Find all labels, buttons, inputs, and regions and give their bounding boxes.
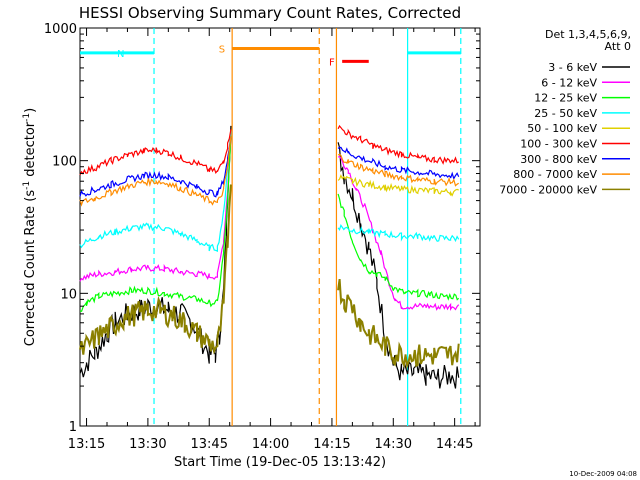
legend-label: 300 - 800 keV bbox=[520, 153, 597, 166]
legend: Det 1,3,4,5,6,9, Att 0 3 - 6 keV 6 - 12 k… bbox=[499, 28, 631, 196]
y-tick-label: 10 bbox=[60, 287, 77, 302]
legend-label: 7000 - 20000 keV bbox=[499, 183, 597, 196]
ylabel-sup-1: -1 bbox=[22, 181, 32, 190]
x-axis-label: Start Time (19-Dec-05 13:13:42) bbox=[174, 455, 386, 470]
night-label: N bbox=[117, 49, 124, 60]
legend-item: 50 - 100 keV bbox=[527, 122, 630, 135]
legend-item: 12 - 25 keV bbox=[534, 92, 630, 105]
legend-item: 7000 - 20000 keV bbox=[499, 183, 630, 196]
x-tick-label: 14:15 bbox=[313, 437, 350, 452]
series-line bbox=[79, 135, 460, 312]
series-line bbox=[79, 130, 460, 253]
ylabel-part-1: Corrected Count Rate (s bbox=[23, 190, 38, 347]
y-tick-label: 100 bbox=[52, 155, 77, 170]
legend-item: 6 - 12 keV bbox=[541, 76, 630, 89]
x-tick-label: 13:45 bbox=[191, 437, 228, 452]
ylabel-part-3: ) bbox=[23, 108, 38, 113]
chart-title: HESSI Observing Summary Count Rates, Cor… bbox=[79, 4, 461, 22]
legend-label: 6 - 12 keV bbox=[541, 76, 597, 89]
x-tick-label: 14:00 bbox=[252, 437, 289, 452]
x-tick-label: 13:15 bbox=[68, 437, 105, 452]
legend-label: 25 - 50 keV bbox=[534, 107, 597, 120]
x-tick-label: 14:45 bbox=[436, 437, 473, 452]
footer-date: 10-Dec-2009 04:08 bbox=[569, 470, 637, 478]
y-axis-label: Corrected Count Rate (s-1 detector-1) bbox=[22, 108, 38, 346]
x-tick-label: 14:30 bbox=[375, 437, 412, 452]
legend-item: 3 - 6 keV bbox=[548, 61, 630, 74]
legend-item: 800 - 7000 keV bbox=[513, 168, 630, 181]
saa-label: S bbox=[219, 45, 225, 56]
legend-label: 100 - 300 keV bbox=[520, 138, 597, 151]
y-tick-label: 1000 bbox=[44, 22, 77, 37]
series-layer bbox=[79, 124, 460, 389]
legend-label: 3 - 6 keV bbox=[548, 61, 597, 74]
axis-layer: 13:15 13:30 13:45 14:00 14:15 14:30 14:45 1 10 10… bbox=[44, 22, 480, 452]
series-line bbox=[79, 124, 459, 176]
legend-title-line2: Att 0 bbox=[605, 40, 631, 53]
legend-item: 100 - 300 keV bbox=[520, 138, 630, 151]
legend-item: 300 - 800 keV bbox=[520, 153, 630, 166]
y-tick-label: 1 bbox=[69, 420, 77, 435]
annotation-layer: N S F bbox=[80, 28, 462, 426]
legend-label: 12 - 25 keV bbox=[534, 92, 597, 105]
series-line bbox=[337, 174, 459, 197]
ylabel-sup-2: -1 bbox=[22, 113, 32, 122]
plot-area: N SF 13:15 13:30 13:45 14:00 14:15 14:30 14:451… bbox=[44, 22, 481, 452]
series-line bbox=[79, 184, 460, 370]
series-line bbox=[79, 136, 460, 207]
plot-frame bbox=[79, 27, 481, 427]
legend-label: 50 - 100 keV bbox=[527, 122, 597, 135]
legend-title-line1: Det 1,3,4,5,6,9, bbox=[545, 28, 631, 41]
series-line bbox=[79, 136, 460, 198]
flare-label: F bbox=[329, 57, 335, 68]
legend-label: 800 - 7000 keV bbox=[513, 168, 597, 181]
ylabel-part-2: detector bbox=[23, 121, 38, 181]
legend-item: 25 - 50 keV bbox=[534, 107, 630, 120]
series-line bbox=[79, 136, 460, 311]
legend-items: 3 - 6 keV 6 - 12 keV 12 - 25 keV 25 - 50 ke… bbox=[499, 61, 630, 196]
x-tick-label: 13:30 bbox=[129, 437, 166, 452]
